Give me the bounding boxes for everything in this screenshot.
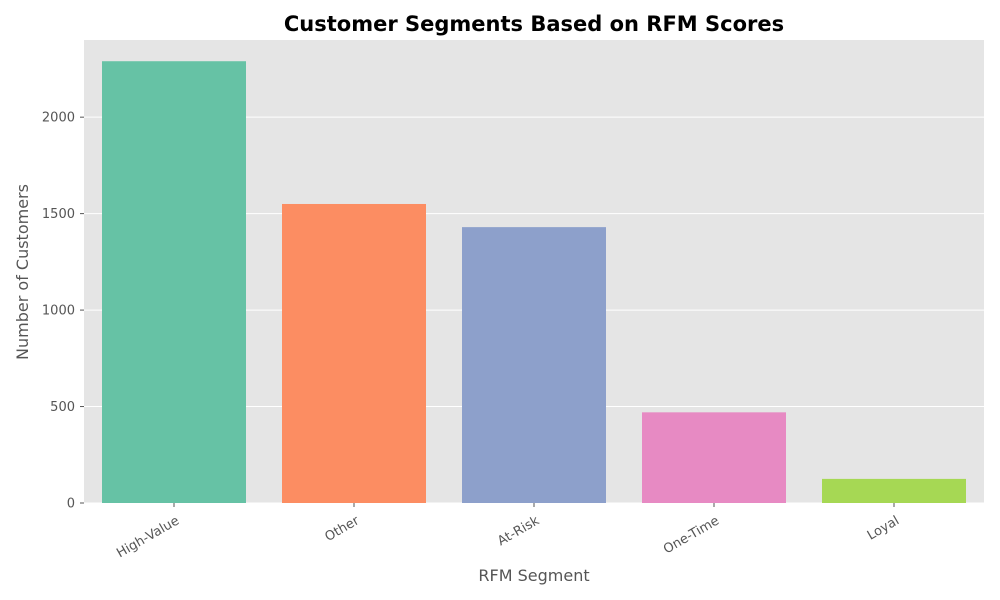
y-axis: 0 500 1000 1500 2000 xyxy=(42,111,84,512)
x-tick-label: High-Value xyxy=(114,513,182,561)
y-tick-label: 0 xyxy=(67,497,75,512)
x-tick-label: One-Time xyxy=(661,513,722,557)
x-axis-label: RFM Segment xyxy=(478,566,589,585)
bar-loyal xyxy=(822,478,966,503)
y-tick-label: 2000 xyxy=(42,111,75,126)
chart-title: Customer Segments Based on RFM Scores xyxy=(284,12,784,36)
x-tick-label: Other xyxy=(323,513,363,545)
bar-one-time xyxy=(642,412,786,503)
bar-other xyxy=(282,203,426,503)
bar-at-risk xyxy=(462,227,606,504)
y-tick-label: 1500 xyxy=(42,207,75,222)
y-axis-label: Number of Customers xyxy=(13,184,32,360)
y-tick-label: 1000 xyxy=(42,304,75,319)
x-axis: High-Value Other At-Risk One-Time Loyal xyxy=(114,503,902,561)
x-tick-label: At-Risk xyxy=(495,513,542,549)
x-tick-label: Loyal xyxy=(865,513,902,543)
y-tick-label: 500 xyxy=(50,400,75,415)
bar-high-value xyxy=(102,61,246,504)
bars xyxy=(102,61,966,504)
